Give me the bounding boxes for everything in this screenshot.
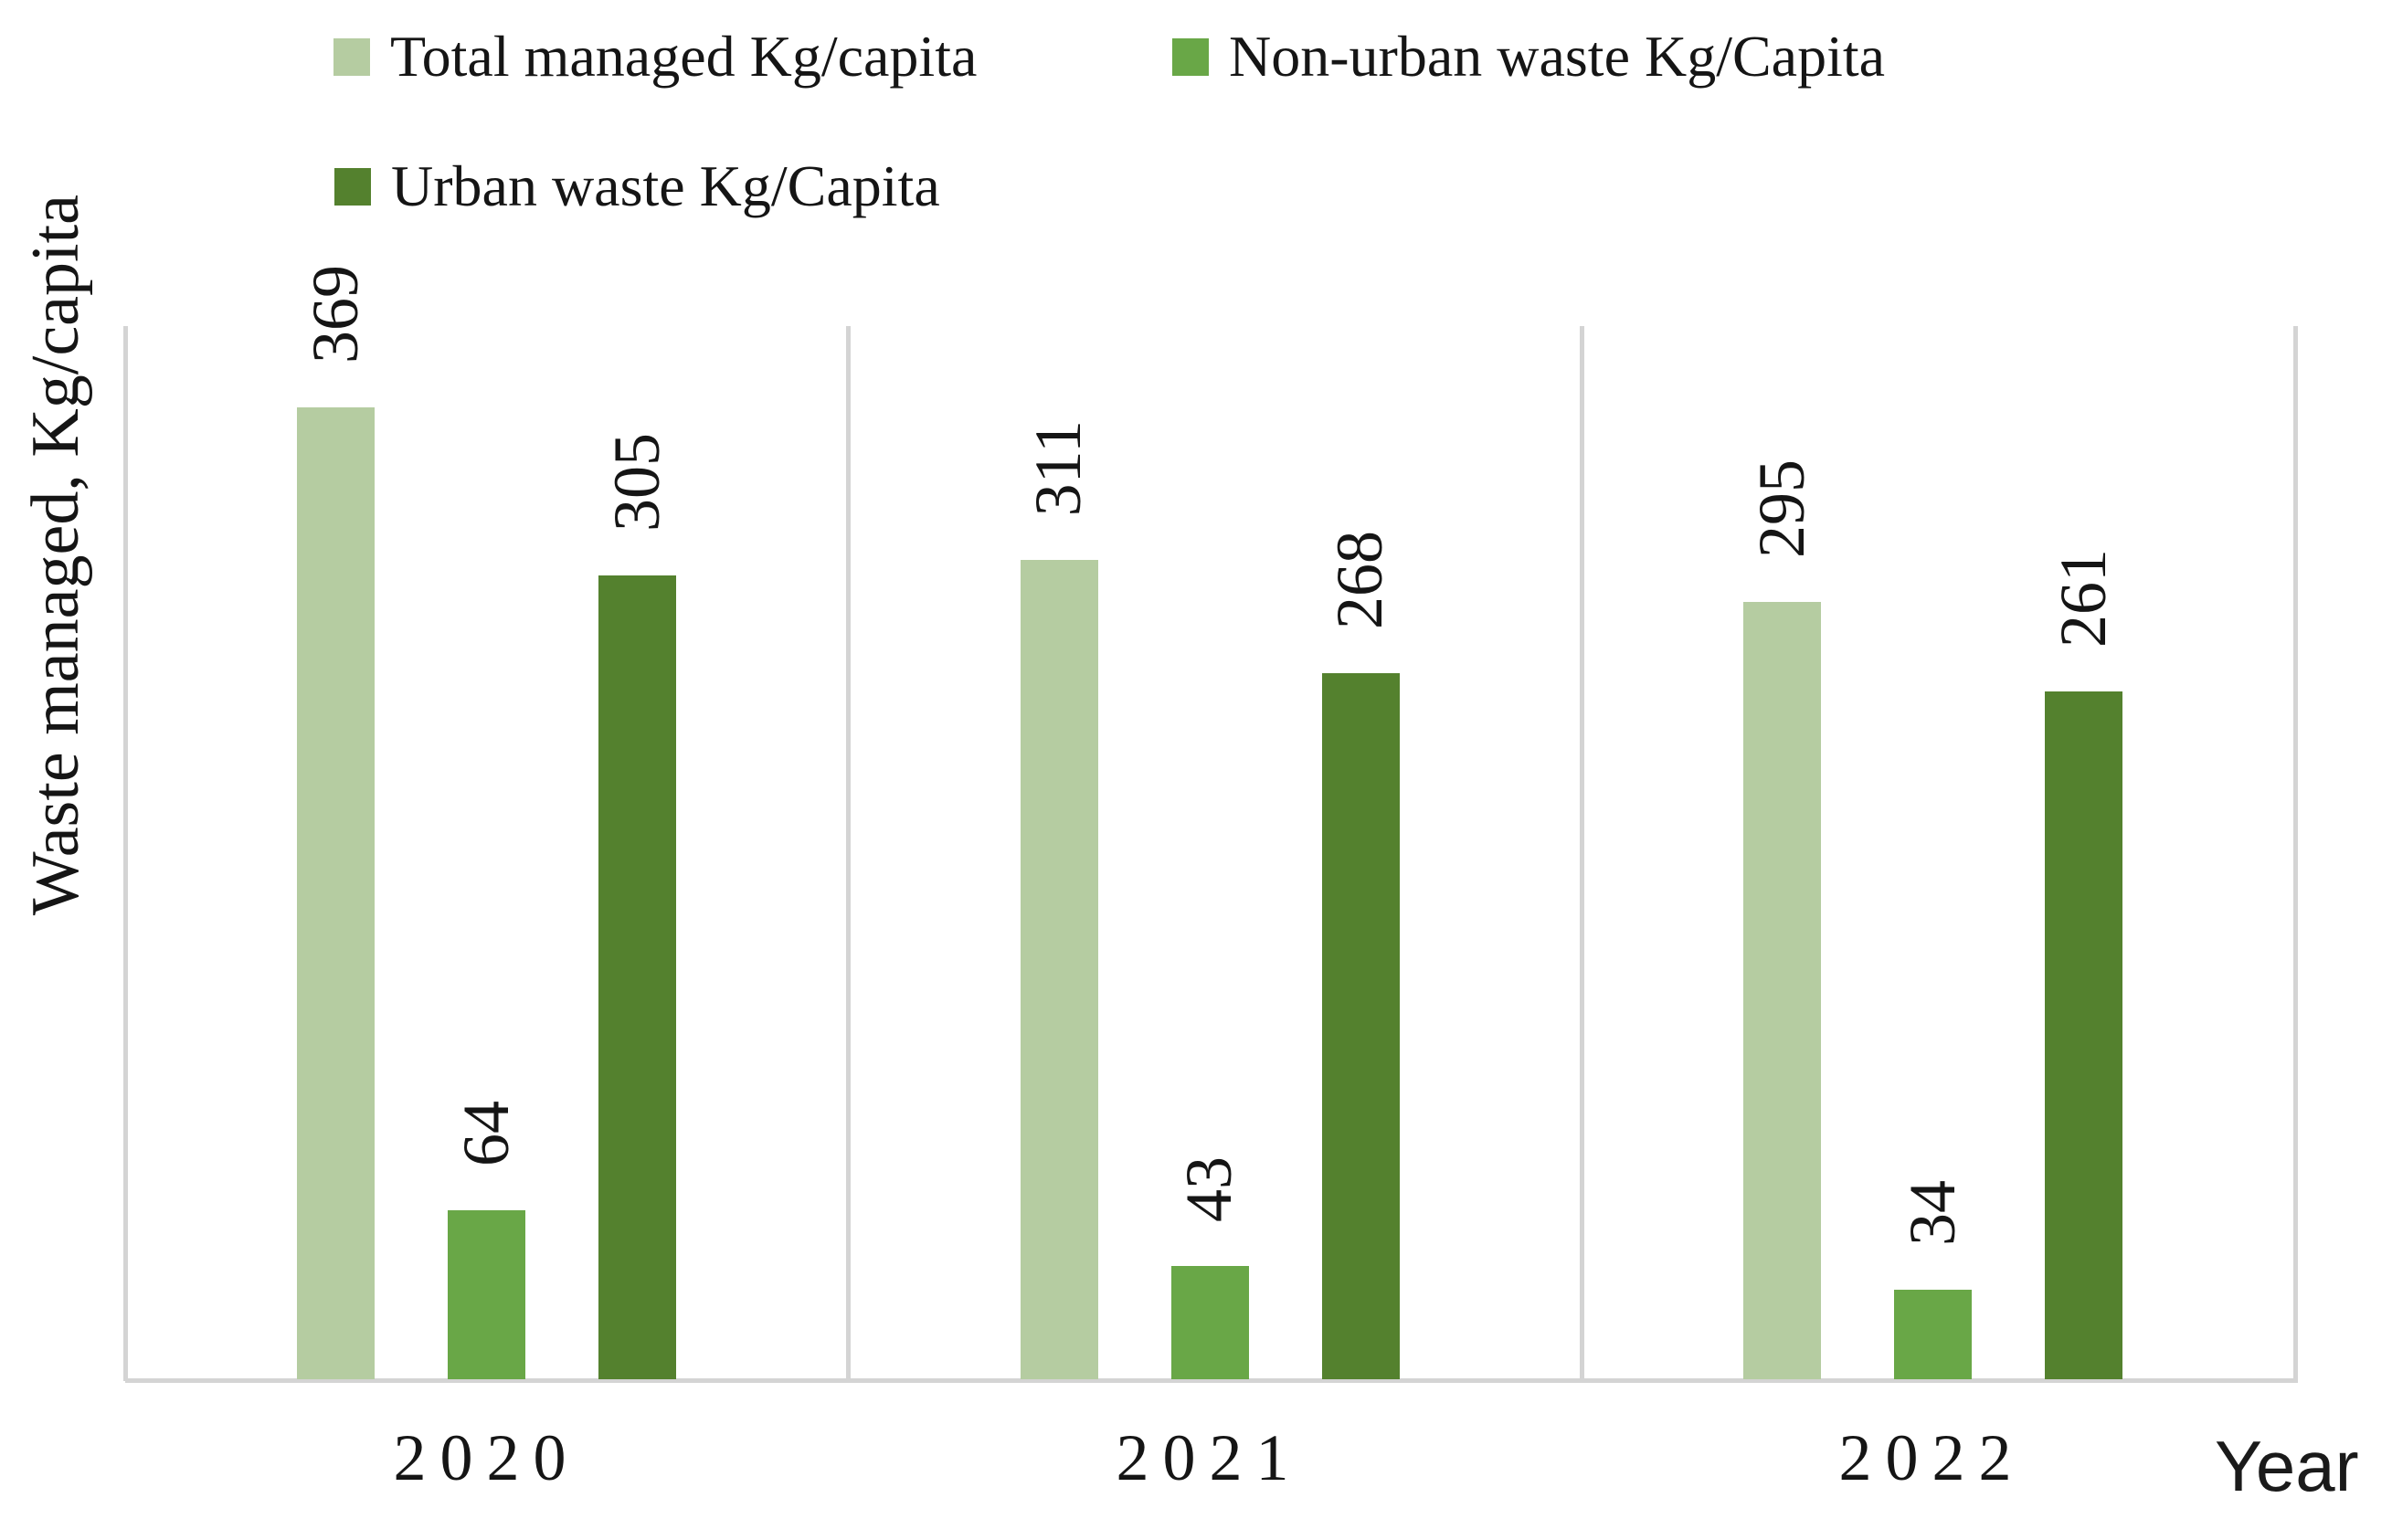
bar-value-label-2021-series-0: 311	[1021, 419, 1095, 516]
bar-2021-series-2	[1321, 673, 1400, 1379]
bar-2021-series-1	[1170, 1266, 1249, 1379]
bar-value-label-2020-series-0: 369	[299, 265, 373, 364]
bar-value-label-2021-series-2: 268	[1323, 531, 1397, 629]
x-axis-line	[125, 1378, 2298, 1383]
plot-right-border	[2293, 326, 2298, 1381]
legend-item-non-urban: Non-urban waste Kg/Capita	[1172, 24, 1885, 90]
bar-2020-series-0	[297, 407, 376, 1379]
bar-2022-series-1	[1893, 1290, 1972, 1379]
legend-label-total-managed: Total managed Kg/capita	[390, 24, 978, 89]
bar-2020-series-2	[598, 575, 677, 1379]
legend-item-total-managed: Total managed Kg/capita	[333, 24, 977, 90]
category-label-2020: 2020	[393, 1421, 580, 1494]
category-label-2022: 2022	[1838, 1421, 2026, 1494]
y-axis-line	[123, 326, 128, 1381]
y-axis-title: Waste managed, Kg/capita	[11, 99, 102, 1012]
bar-2022-series-0	[1742, 602, 1821, 1379]
category-separator-1	[846, 326, 851, 1381]
bar-2020-series-1	[448, 1210, 526, 1379]
y-axis-title-text: Waste managed, Kg/capita	[18, 195, 94, 916]
bar-value-label-2020-series-1: 64	[450, 1101, 524, 1166]
legend-swatch-non-urban	[1172, 37, 1209, 76]
legend-item-urban: Urban waste Kg/Capita	[334, 153, 940, 219]
bar-2022-series-2	[2044, 691, 2122, 1379]
legend-label-urban: Urban waste Kg/Capita	[391, 153, 940, 218]
bar-value-label-2022-series-2: 261	[2046, 549, 2120, 648]
bar-value-label-2022-series-1: 34	[1895, 1180, 1969, 1246]
bar-value-label-2020-series-2: 305	[600, 433, 674, 532]
legend-label-non-urban: Non-urban waste Kg/Capita	[1229, 24, 1886, 89]
bar-value-label-2021-series-1: 43	[1172, 1156, 1246, 1222]
legend-swatch-urban	[334, 167, 371, 206]
category-label-2021: 2021	[1116, 1421, 1303, 1494]
bar-value-label-2022-series-0: 295	[1744, 459, 1818, 558]
x-axis-title: Year	[2215, 1426, 2359, 1506]
category-separator-2	[1580, 326, 1584, 1381]
bar-2021-series-0	[1020, 560, 1098, 1379]
legend-swatch-total-managed	[333, 37, 370, 76]
